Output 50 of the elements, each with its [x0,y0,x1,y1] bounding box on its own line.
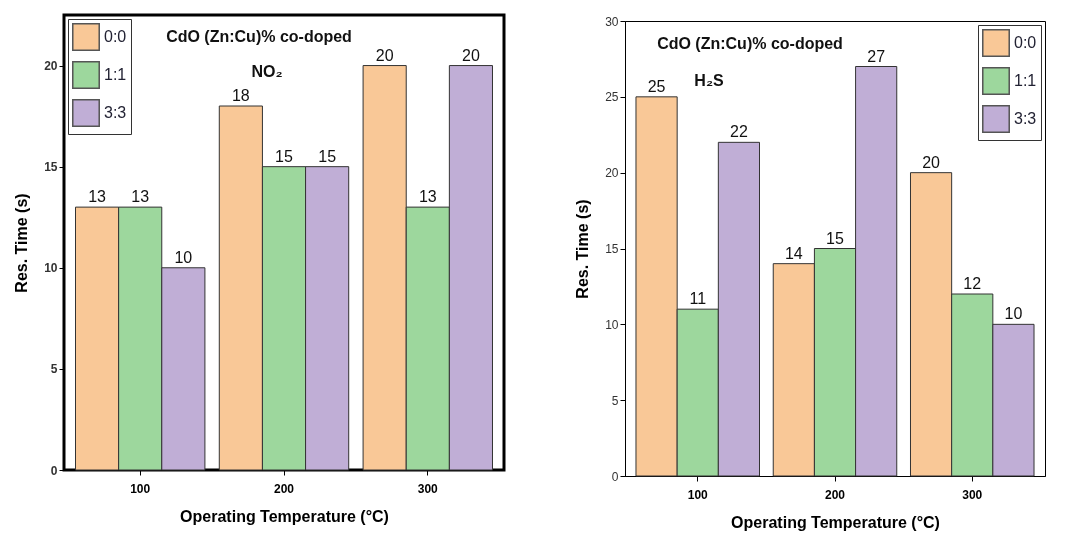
y-tick-label: 5 [50,362,58,377]
data-label: 20 [375,46,394,64]
legend-label: 1:1 [1014,72,1037,89]
x-axis-title: Operating Temperature (°C) [731,513,940,531]
data-label: 15 [318,147,337,165]
data-label: 27 [867,47,886,65]
data-label: 12 [963,275,982,292]
annotation: H₂S [694,72,724,89]
y-tick-label: 10 [605,317,619,332]
y-tick-label: 20 [605,166,619,181]
data-label: 22 [730,123,748,141]
data-label: 20 [922,153,941,171]
data-label: 25 [647,77,666,95]
data-label: 20 [462,46,480,64]
y-axis-title: Res. Time (s) [13,193,31,293]
x-tick-label: 100 [687,487,709,502]
x-tick-label: 200 [273,481,295,496]
y-axis-title: Res. Time (s) [574,199,592,299]
y-tick-label: 25 [605,90,619,105]
data-label: 10 [1004,305,1023,323]
data-label: 15 [275,147,293,165]
data-label: 13 [131,188,150,206]
y-tick-label: 0 [50,463,58,478]
legend-label: 0:0 [1014,34,1037,51]
data-label: 11 [689,290,707,308]
x-tick-label: 300 [417,481,439,496]
data-label: 18 [231,87,250,104]
data-label: 13 [418,188,437,206]
x-axis-title: Operating Temperature (°C) [180,507,389,525]
x-tick-label: 300 [962,487,983,502]
legend-label: 3:3 [1014,110,1037,127]
annotation: CdO (Zn:Cu)% co-doped [166,28,352,45]
y-tick-label: 10 [44,261,58,276]
y-tick-label: 30 [605,14,619,29]
y-tick-label: 0 [611,469,619,484]
data-label: 15 [826,229,844,247]
y-tick-label: 5 [611,393,619,408]
annotation: NO₂ [251,63,283,80]
data-label: 10 [174,248,193,266]
y-tick-label: 20 [44,59,58,74]
data-label: 13 [88,188,107,206]
annotation: CdO (Zn:Cu)% co-doped [657,35,843,52]
y-tick-label: 15 [44,160,58,175]
x-tick-label: 100 [130,481,151,496]
x-tick-label: 200 [824,487,846,502]
legend-label: 1:1 [104,66,127,83]
y-tick-label: 15 [605,242,619,256]
legend-label: 0:0 [104,28,127,45]
legend-label: 3:3 [104,104,127,121]
data-label: 14 [784,244,803,262]
